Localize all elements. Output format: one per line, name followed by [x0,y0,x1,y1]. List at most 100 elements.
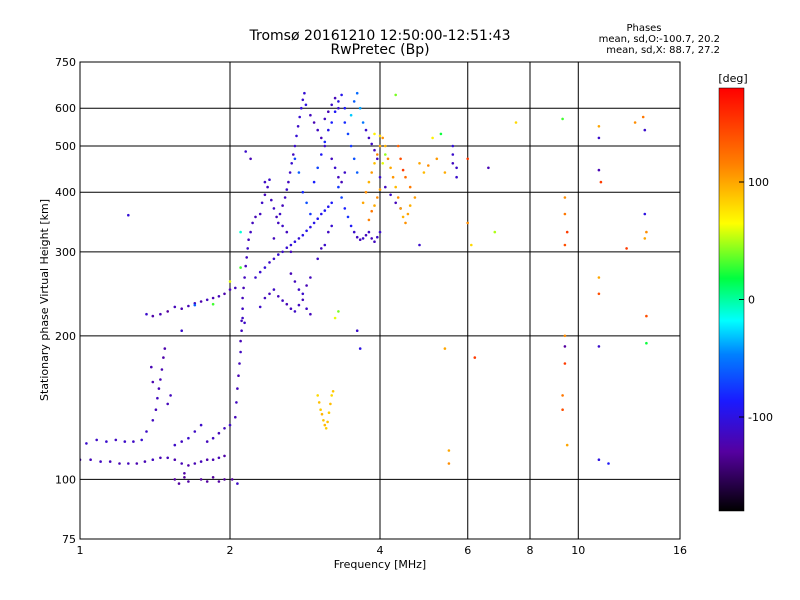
x-tick-label: 16 [673,544,687,557]
data-point [211,296,215,300]
data-point [443,347,447,350]
data-point [249,157,252,161]
data-point [418,243,421,247]
data-point [643,128,647,132]
data-point [378,188,382,191]
data-point [287,180,290,184]
data-point [645,230,648,234]
data-point [343,121,347,124]
data-point [118,462,121,465]
data-point [408,185,412,189]
data-point [451,144,455,148]
data-point [105,440,108,443]
data-point [236,387,239,390]
data-point [243,276,246,279]
data-point [597,168,601,172]
data-point [292,153,295,156]
data-point [272,207,276,210]
data-point [367,180,371,184]
data-point [173,305,177,309]
data-point [352,157,356,161]
data-point [246,247,249,250]
data-point [278,212,282,216]
data-point [263,266,267,269]
data-point [293,144,297,148]
data-point [312,121,316,124]
data-point [355,171,359,174]
data-point [404,221,407,225]
data-point [355,235,359,239]
data-point [443,171,447,174]
data-point [304,103,308,107]
data-point [320,136,323,140]
data-point [597,136,601,140]
data-point [633,121,637,124]
data-point [296,125,300,128]
data-point [323,117,327,121]
data-point [293,157,297,161]
data-point [309,276,312,279]
data-point [239,350,242,354]
data-point [643,237,647,240]
data-point [288,171,292,174]
data-point [285,246,289,249]
x-axis: 1 2 4 6 8 10 16 [77,544,688,557]
data-point [159,312,162,316]
data-point [239,266,242,269]
data-point [297,171,301,174]
data-point [378,144,382,148]
data-point [151,314,155,318]
data-point [378,134,382,138]
data-point [333,316,337,320]
data-point [187,304,190,308]
data-point [211,436,215,440]
data-point [180,462,183,465]
data-point [355,91,359,95]
data-point [561,117,564,121]
chart-title: Tromsø 20161210 12:50:00-12:51:43 [249,28,511,44]
stats-heading: Phases [626,23,661,34]
data-point [289,250,293,254]
stats-line-x: mean, sd,X: 88.7, 27.2 [606,45,720,56]
data-point [290,162,294,165]
data-point [340,180,343,184]
data-point [205,458,209,462]
data-point [160,368,164,371]
data-point [327,411,331,415]
data-point [330,157,334,161]
data-point [563,243,567,247]
data-point [320,153,323,156]
data-point [333,96,337,100]
data-point [451,153,455,156]
data-point [249,230,252,234]
data-point [394,93,398,97]
data-point [331,390,335,393]
data-point [329,402,332,406]
data-point [241,296,244,300]
data-point [272,288,276,291]
data-point [358,106,362,110]
data-point [343,207,347,210]
data-point [187,480,190,483]
data-point [309,113,312,117]
data-point [193,462,197,465]
stats-line-o: mean, sd,O:-100.7, 20.2 [599,34,720,45]
data-point [361,121,365,124]
data-point [305,284,308,287]
data-point [364,128,368,132]
data-point [358,347,362,350]
data-point [151,458,155,462]
data-point [455,166,458,170]
data-point [293,240,297,243]
data-point [145,312,148,316]
data-point [330,201,334,205]
data-point [301,190,305,194]
data-point [349,144,353,148]
data-point [251,221,254,225]
data-point [607,462,610,465]
data-point [263,296,267,300]
data-point [300,106,303,110]
data-point [159,456,162,460]
data-point [199,423,203,427]
